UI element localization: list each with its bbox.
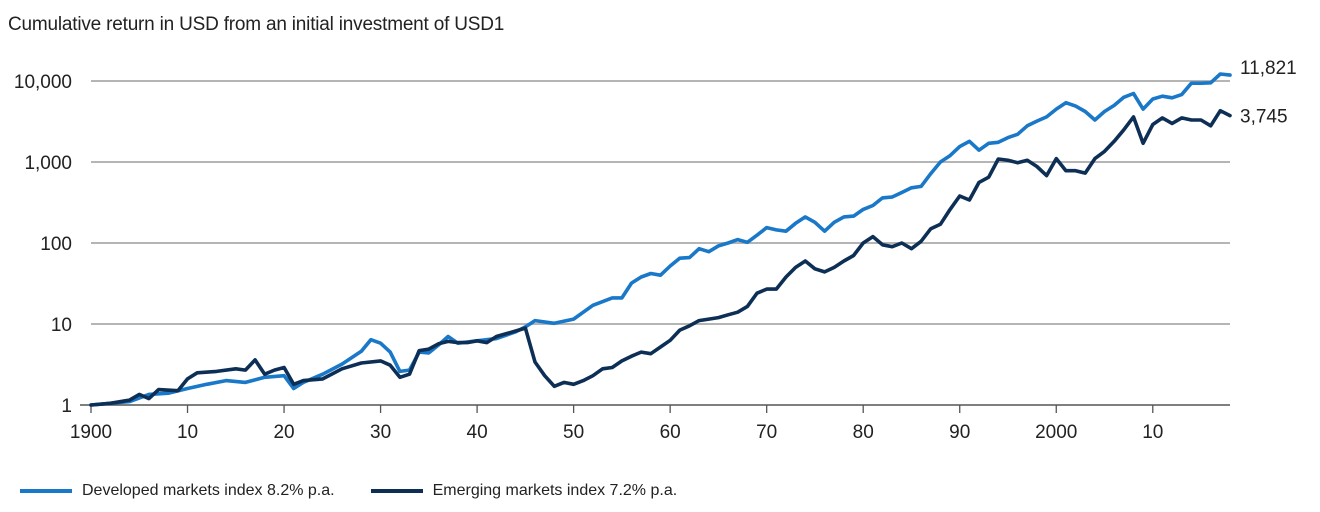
chart-title: Cumulative return in USD from an initial…	[8, 14, 505, 35]
x-tick-label: 2000	[1035, 422, 1077, 443]
x-tick-label: 10	[1142, 422, 1163, 443]
legend-item: Developed markets index 8.2% p.a.	[20, 482, 335, 500]
chart-plot-area: 1 10 100 1,000 10,000 1900 10 20 30 40 50 60 70 80 90…	[14, 58, 1297, 443]
y-tick-label: 1,000	[24, 153, 72, 174]
legend: Developed markets index 8.2% p.a. Emergin…	[20, 482, 713, 500]
legend-swatch	[370, 489, 423, 493]
legend-label: Emerging markets index 7.2% p.a.	[432, 482, 678, 499]
end-value-label: 11,821	[1240, 58, 1297, 79]
legend-label: Developed markets index 8.2% p.a.	[82, 482, 335, 499]
legend-item: Emerging markets index 7.2% p.a.	[370, 482, 678, 500]
x-tick-label: 80	[853, 422, 874, 443]
x-tick-label: 1900	[70, 422, 112, 443]
x-axis-labels: 1900 10 20 30 40 50 60 70 80 90 2000 10	[70, 422, 1163, 443]
legend-swatch	[20, 489, 72, 493]
end-value-labels: 11,821 3,745	[1240, 58, 1297, 127]
y-tick-label: 1	[61, 396, 72, 417]
x-tick-label: 20	[273, 422, 294, 443]
series-line-emerging	[89, 108, 1232, 407]
series-line-developed	[89, 72, 1232, 407]
series-lines	[89, 72, 1232, 407]
y-tick-label: 10,000	[14, 72, 72, 93]
x-tick-label: 50	[563, 422, 584, 443]
y-axis-labels: 1 10 100 1,000 10,000	[14, 72, 72, 417]
x-tick-label: 40	[467, 422, 488, 443]
x-tick-label: 90	[949, 422, 970, 443]
end-value-label: 3,745	[1240, 107, 1288, 128]
y-tick-label: 10	[51, 315, 72, 336]
gridlines	[80, 80, 1230, 413]
y-tick-label: 100	[40, 234, 72, 255]
x-tick-label: 60	[660, 422, 681, 443]
x-tick-label: 70	[756, 422, 777, 443]
x-tick-label: 30	[370, 422, 391, 443]
x-tick-label: 10	[177, 422, 198, 443]
